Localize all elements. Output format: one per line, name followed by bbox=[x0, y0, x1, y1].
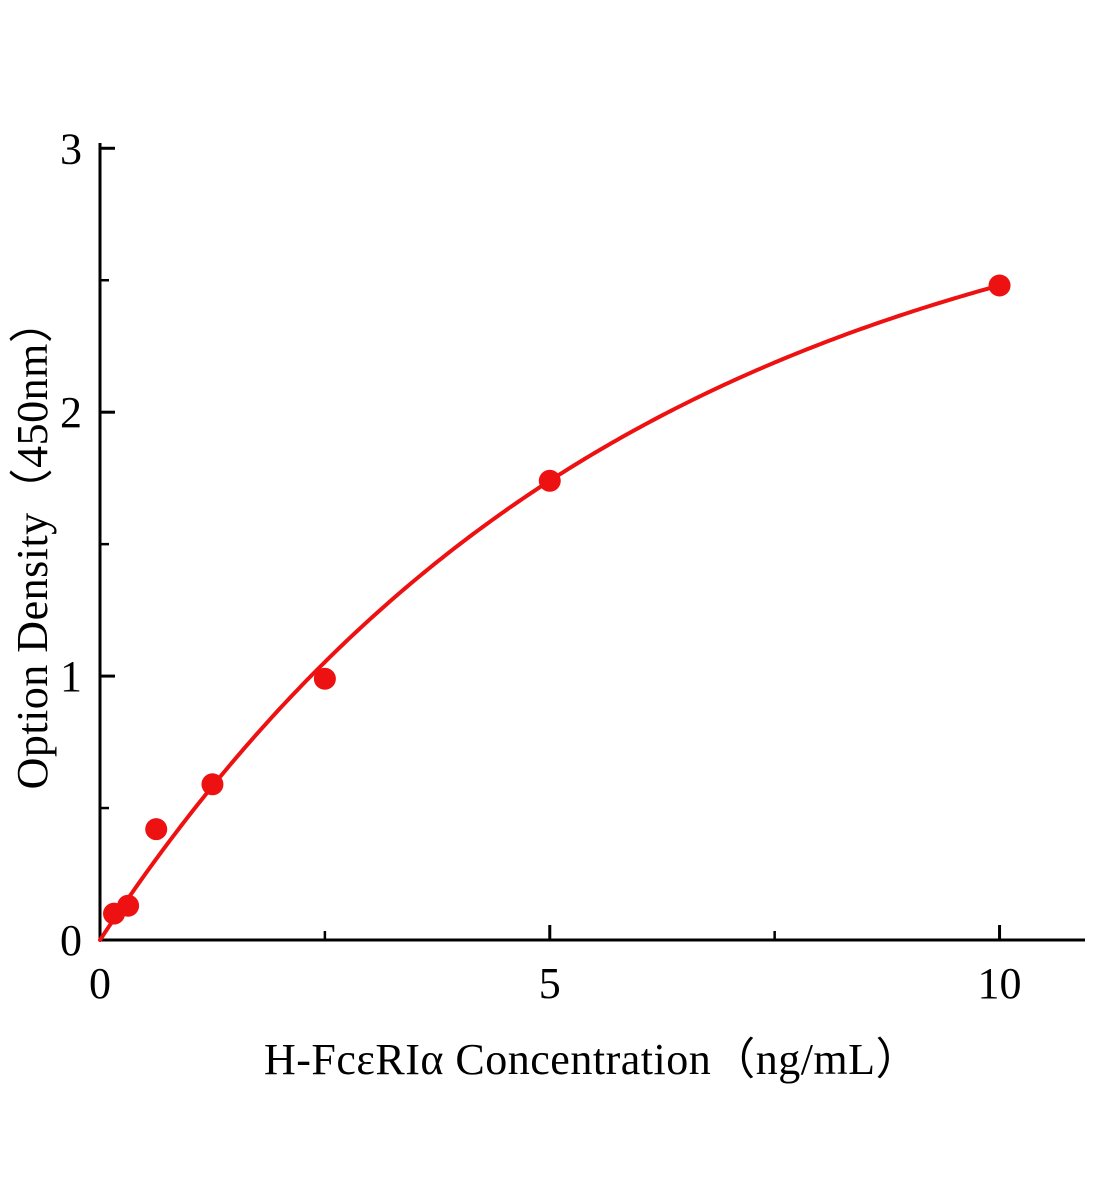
x-tick-label: 0 bbox=[89, 959, 111, 1008]
x-tick-label: 5 bbox=[539, 959, 561, 1008]
fit-curve bbox=[98, 283, 1002, 942]
data-point bbox=[988, 274, 1011, 297]
data-point bbox=[538, 469, 561, 492]
y-axis-title: Option Density（450nm） bbox=[8, 298, 57, 790]
data-point bbox=[201, 773, 224, 796]
y-tick-label: 1 bbox=[60, 652, 82, 701]
data-point bbox=[313, 667, 336, 690]
y-tick-label: 3 bbox=[60, 124, 82, 173]
y-tick-label: 0 bbox=[60, 916, 82, 965]
data-point bbox=[145, 818, 168, 841]
x-axis-title: H-FcεRIα Concentration（ng/mL） bbox=[263, 1035, 921, 1084]
x-tick-label: 10 bbox=[978, 959, 1022, 1008]
data-point bbox=[117, 894, 140, 917]
y-tick-label: 2 bbox=[60, 388, 82, 437]
